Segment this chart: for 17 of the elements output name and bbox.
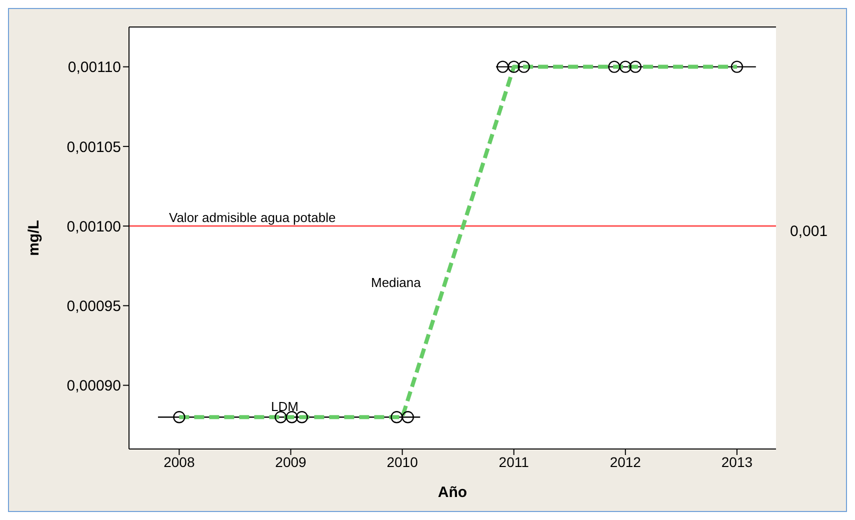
text: 0,001 (790, 223, 828, 240)
ref-line-label: Valor admisible agua potable (169, 210, 336, 226)
annotation: Mediana (371, 275, 421, 290)
y-tick-label: 0,00095 (66, 298, 121, 316)
y-tick-label: 0,00105 (66, 138, 121, 156)
x-tick-label: 2012 (610, 454, 642, 470)
y-tick-label: 0,00110 (68, 59, 121, 76)
x-tick-label: 2008 (164, 454, 195, 470)
x-tick-label: 2009 (275, 454, 307, 470)
x-tick-label: 2011 (498, 454, 530, 470)
x-tick-label: 2013 (721, 454, 753, 470)
annotation: LDM (271, 399, 298, 414)
y-tick-label: 0,00100 (66, 218, 121, 236)
x-axis-title: Año (438, 484, 468, 501)
y-tick-label: 0,00090 (66, 378, 121, 395)
x-tick-label: 2010 (386, 454, 418, 470)
y-axis-title: mg/L (25, 220, 42, 256)
